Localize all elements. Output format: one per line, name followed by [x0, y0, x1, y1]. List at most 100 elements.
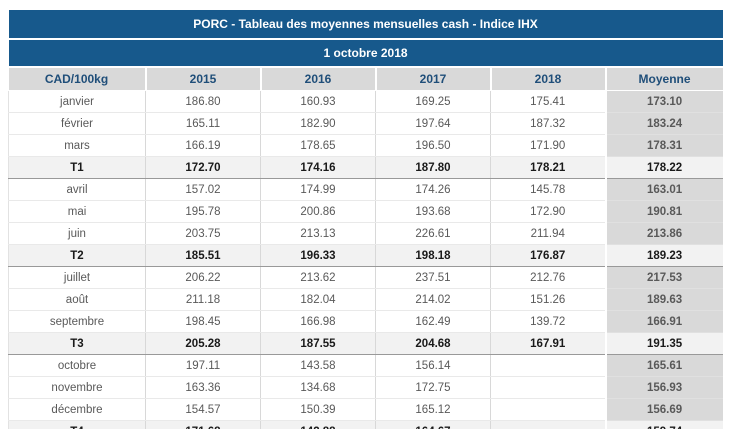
cell-value: 200.86 [260, 200, 376, 223]
cell-value: 189.23 [604, 244, 723, 267]
cell-value: 178.21 [490, 156, 606, 179]
cell-value: 189.63 [604, 288, 723, 311]
column-header-row: CAD/100kg 2015 2016 2017 2018 Moyenne [8, 67, 723, 91]
row-label: T4 [8, 420, 146, 429]
cell-value: 226.61 [375, 222, 491, 245]
cell-value: 176.87 [490, 244, 606, 267]
cell-value: 193.68 [375, 200, 491, 223]
table-title: PORC - Tableau des moyennes mensuelles c… [8, 10, 723, 40]
cell-value: 165.12 [375, 398, 491, 421]
cell-value: 197.11 [145, 354, 261, 377]
cell-value: 162.49 [375, 310, 491, 333]
row-label: octobre [8, 354, 146, 377]
cell-value: 172.75 [375, 376, 491, 399]
table-row: octobre 197.11 143.58 156.14 165.61 [8, 354, 723, 377]
cell-value: 159.74 [604, 420, 723, 429]
cell-value: 174.26 [375, 178, 491, 201]
cell-value: 142.88 [260, 420, 376, 429]
cell-value: 211.94 [490, 222, 606, 245]
table-row: mars 166.19 178.65 196.50 171.90 178.31 [8, 134, 723, 157]
cell-value: 164.67 [375, 420, 491, 429]
cell-value: 203.75 [145, 222, 261, 245]
table-body: janvier 186.80 160.93 169.25 175.41 173.10 fév… [8, 90, 723, 429]
cell-value: 217.53 [604, 266, 723, 289]
table-row: novembre 163.36 134.68 172.75 156.93 [8, 376, 723, 399]
cell-value: 186.80 [145, 90, 261, 113]
cell-value: 134.68 [260, 376, 376, 399]
table-row: mai 195.78 200.86 193.68 172.90 190.81 [8, 200, 723, 223]
table-row: T4171.68142.88164.67 159.74 [8, 420, 723, 429]
cell-value: 172.70 [145, 156, 261, 179]
column-header-moyenne: Moyenne [604, 67, 723, 91]
cell-value: 196.33 [260, 244, 376, 267]
row-label: décembre [8, 398, 146, 421]
cell-value: 205.28 [145, 332, 261, 355]
cell-value: 166.19 [145, 134, 261, 157]
cell-value: 213.86 [604, 222, 723, 245]
table-row: T1 172.70 174.16 187.80 178.21 178.22 [8, 156, 723, 179]
cell-value: 154.57 [145, 398, 261, 421]
cell-value: 163.01 [604, 178, 723, 201]
cell-value: 174.16 [260, 156, 376, 179]
cell-value: 187.32 [490, 112, 606, 135]
column-header-unit: CAD/100kg [8, 67, 146, 91]
cell-value: 195.78 [145, 200, 261, 223]
cell-value [490, 398, 606, 421]
table-row: avril 157.02 174.99 174.26 145.78 163.01 [8, 178, 723, 201]
table-row: janvier 186.80 160.93 169.25 175.41 173.10 [8, 90, 723, 113]
cell-value: 172.90 [490, 200, 606, 223]
cell-value: 204.68 [375, 332, 491, 355]
cell-value: 213.13 [260, 222, 376, 245]
cell-value: 198.45 [145, 310, 261, 333]
table-row: T3 205.28 187.55 204.68 167.91 191.35 [8, 332, 723, 355]
row-label: janvier [8, 90, 146, 113]
cell-value: 183.24 [604, 112, 723, 135]
cell-value: 198.18 [375, 244, 491, 267]
price-table: PORC - Tableau des moyennes mensuelles c… [8, 10, 723, 429]
cell-value: 237.51 [375, 266, 491, 289]
cell-value: 139.72 [490, 310, 606, 333]
cell-value: 211.18 [145, 288, 261, 311]
cell-value: 145.78 [490, 178, 606, 201]
table-row: août 211.18 182.04 214.02 151.26 189.63 [8, 288, 723, 311]
cell-value: 156.93 [604, 376, 723, 399]
cell-value: 190.81 [604, 200, 723, 223]
cell-value: 143.58 [260, 354, 376, 377]
column-header-2016: 2016 [259, 67, 376, 91]
cell-value: 187.80 [375, 156, 491, 179]
cell-value: 165.61 [604, 354, 723, 377]
row-label: mai [8, 200, 146, 223]
cell-value: 156.14 [375, 354, 491, 377]
table-date: 1 octobre 2018 [8, 39, 723, 68]
cell-value: 171.90 [490, 134, 606, 157]
cell-value: 151.26 [490, 288, 606, 311]
row-label: novembre [8, 376, 146, 399]
table-row: septembre 198.45 166.98 162.49 139.72 166.91 [8, 310, 723, 333]
cell-value: 165.11 [145, 112, 261, 135]
row-label: août [8, 288, 146, 311]
column-header-2017: 2017 [374, 67, 491, 91]
cell-value: 196.50 [375, 134, 491, 157]
table-row: juin 203.75 213.13 226.61 211.94 213.86 [8, 222, 723, 245]
cell-value [490, 376, 606, 399]
cell-value: 169.25 [375, 90, 491, 113]
cell-value: 178.22 [604, 156, 723, 179]
cell-value: 174.99 [260, 178, 376, 201]
cell-value: 166.91 [604, 310, 723, 333]
cell-value: 197.64 [375, 112, 491, 135]
cell-value: 178.65 [260, 134, 376, 157]
cell-value: 167.91 [490, 332, 606, 355]
row-label: T2 [8, 244, 146, 267]
cell-value: 212.76 [490, 266, 606, 289]
column-header-2018: 2018 [489, 67, 606, 91]
row-label: avril [8, 178, 146, 201]
cell-value [490, 420, 606, 429]
table-date-row: 1 octobre 2018 [8, 39, 723, 68]
row-label: février [8, 112, 146, 135]
table-row: T2 185.51 196.33 198.18 176.87 189.23 [8, 244, 723, 267]
table-row: juillet 206.22 213.62 237.51 212.76 217.53 [8, 266, 723, 289]
cell-value: 166.98 [260, 310, 376, 333]
cell-value [490, 354, 606, 377]
column-header-2015: 2015 [144, 67, 261, 91]
